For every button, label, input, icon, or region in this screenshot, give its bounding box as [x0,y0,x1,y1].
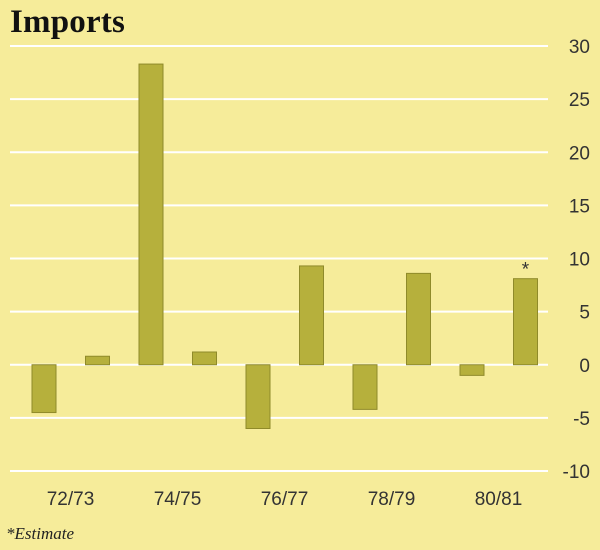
y-tick-label: 20 [569,143,590,164]
x-tick-label: 72/73 [47,489,95,510]
x-tick-label: 78/79 [368,489,416,510]
x-tick-label: 76/77 [261,489,309,510]
y-tick-label: 10 [569,250,590,271]
y-tick-label: 25 [569,90,590,111]
chart-title: Imports [10,4,126,40]
bar [138,63,164,366]
bar [192,351,217,366]
bar [85,355,110,366]
y-tick-label: 0 [579,356,590,377]
bar [245,364,271,429]
bar [459,364,485,376]
bar [513,278,538,366]
y-tick-label: 15 [569,196,590,217]
footnote: *Estimate [6,524,74,543]
y-tick-label: -10 [563,462,590,483]
bar [352,364,378,410]
estimate-marker: * [522,260,530,281]
y-tick-label: -5 [573,409,590,430]
y-tick-label: 30 [569,37,590,58]
bar [31,364,57,414]
x-tick-label: 80/81 [475,489,523,510]
bar [406,272,431,366]
bar [299,265,324,366]
x-tick-label: 74/75 [154,489,202,510]
y-tick-label: 5 [579,303,590,324]
